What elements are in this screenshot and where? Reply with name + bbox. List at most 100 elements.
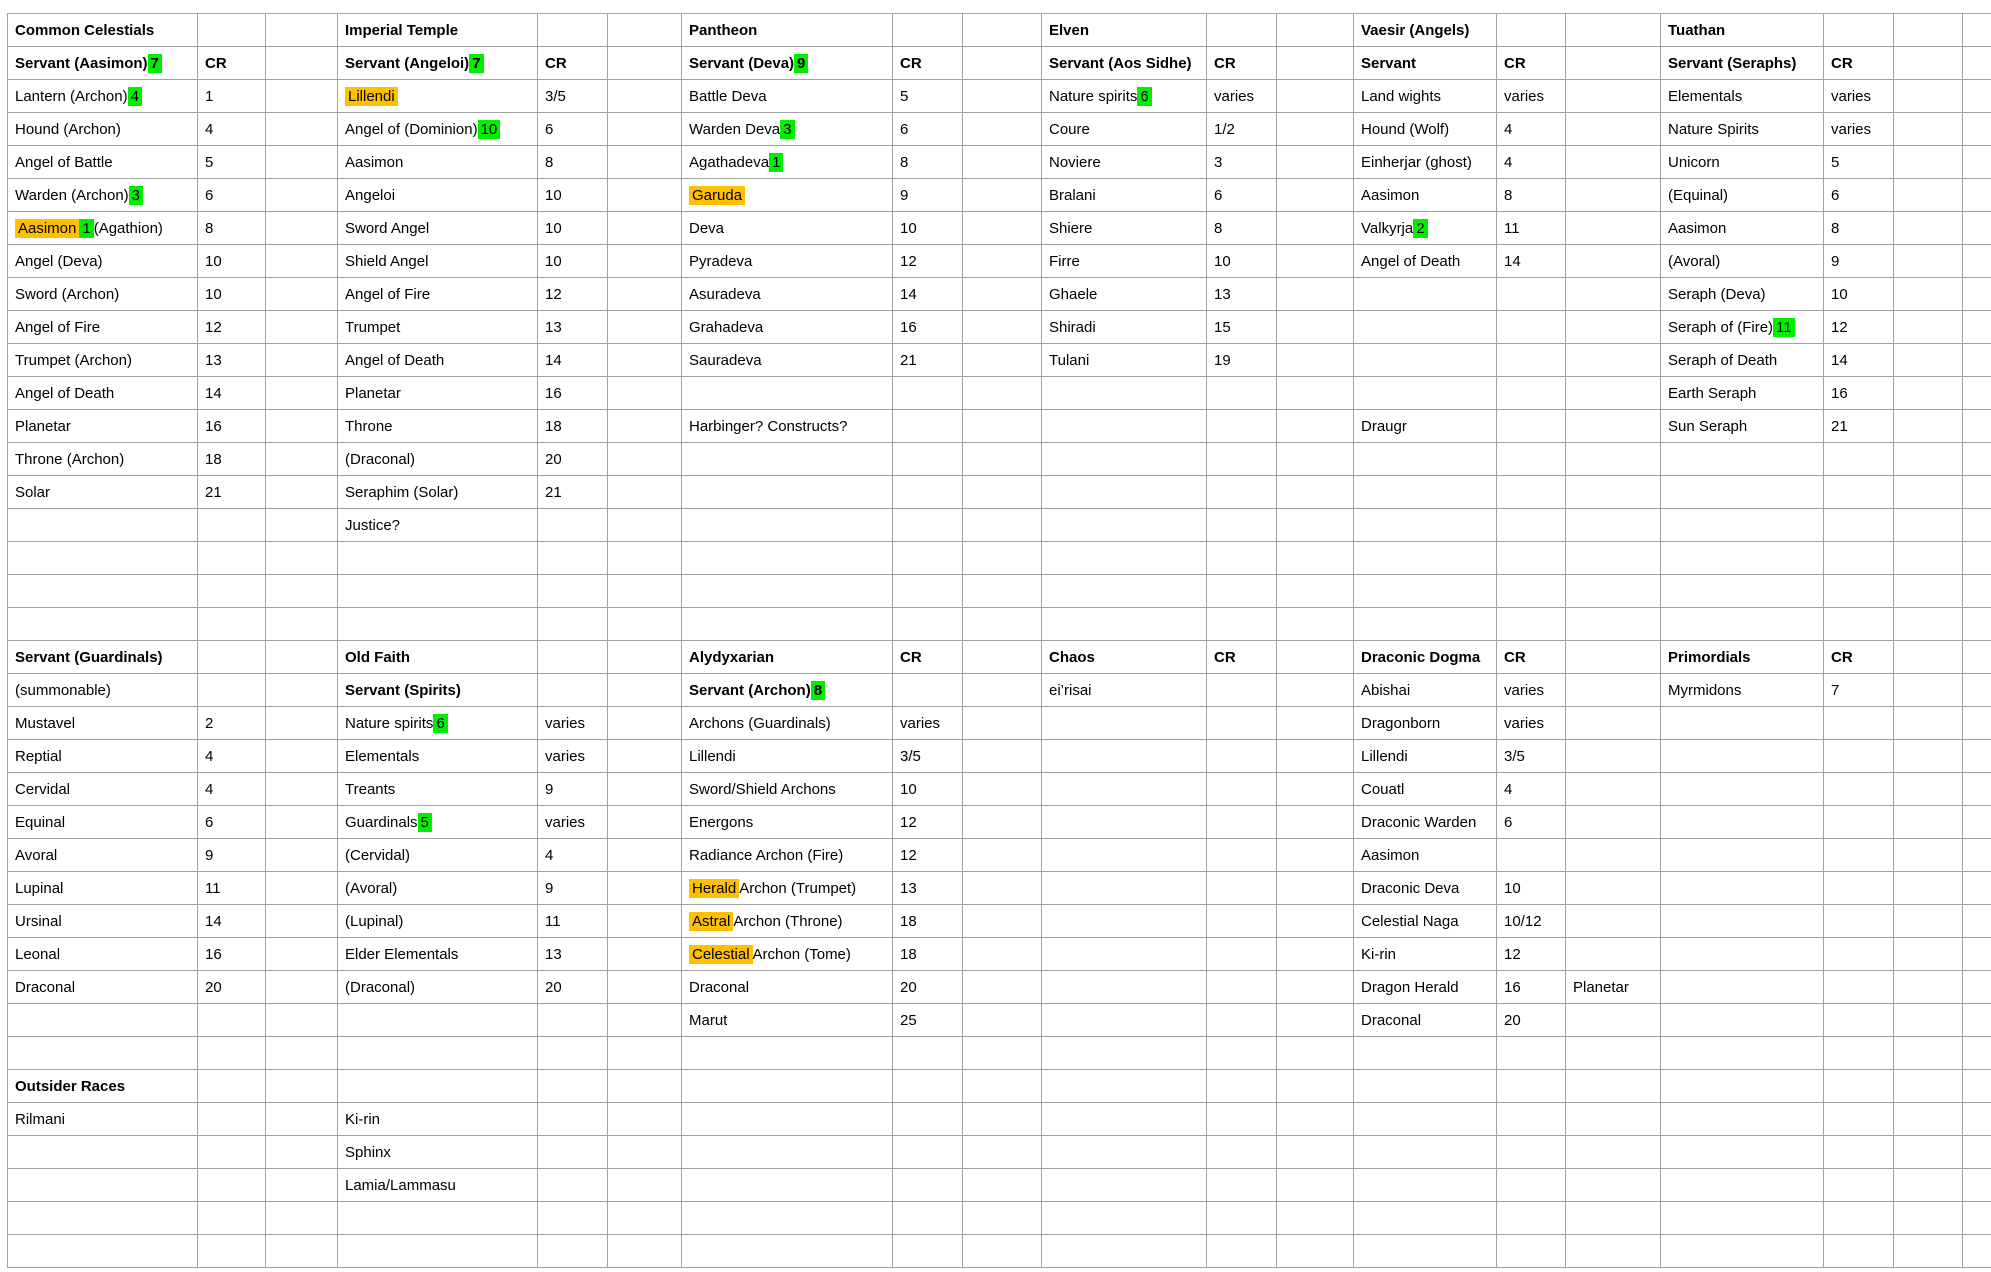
empty-cell[interactable] — [1207, 839, 1277, 872]
cell-cr1-r26[interactable]: 11 — [198, 872, 266, 905]
cell-n3-r12[interactable]: Harbinger? Constructs? — [682, 410, 893, 443]
empty-cell[interactable] — [266, 806, 338, 839]
cell-n5-r0[interactable]: Vaesir (Angels) — [1354, 14, 1497, 47]
cell-cr5-r28[interactable]: 12 — [1497, 938, 1566, 971]
cell-cr5-r5[interactable]: 8 — [1497, 179, 1566, 212]
cell-cr1-r21[interactable]: 2 — [198, 707, 266, 740]
empty-cell[interactable] — [1963, 410, 1991, 443]
empty-cell[interactable] — [1277, 410, 1354, 443]
cell-n1-r24[interactable]: Equinal — [8, 806, 198, 839]
empty-cell[interactable] — [1963, 674, 1991, 707]
empty-cell[interactable] — [963, 839, 1042, 872]
empty-cell[interactable] — [1894, 146, 1963, 179]
cell-n4-r1[interactable]: Servant (Aos Sidhe) — [1042, 47, 1207, 80]
empty-cell[interactable] — [1277, 1070, 1354, 1103]
empty-cell[interactable] — [1354, 509, 1497, 542]
cell-cr1-r3[interactable]: 4 — [198, 113, 266, 146]
empty-cell[interactable] — [338, 1004, 538, 1037]
empty-cell[interactable] — [893, 1070, 963, 1103]
cell-cr3-r1[interactable]: CR — [893, 47, 963, 80]
cell-cr5-r19[interactable]: CR — [1497, 641, 1566, 674]
empty-cell[interactable] — [1277, 773, 1354, 806]
empty-cell[interactable] — [1566, 146, 1661, 179]
empty-cell[interactable] — [963, 113, 1042, 146]
cell-n1-r20[interactable]: (summonable) — [8, 674, 198, 707]
empty-cell[interactable] — [1277, 212, 1354, 245]
cell-n4-r8[interactable]: Ghaele — [1042, 278, 1207, 311]
empty-cell[interactable] — [266, 872, 338, 905]
empty-cell[interactable] — [1894, 839, 1963, 872]
empty-cell[interactable] — [338, 1202, 538, 1235]
empty-cell[interactable] — [198, 1103, 266, 1136]
cell-cr5-r2[interactable]: varies — [1497, 80, 1566, 113]
cell-n1-r1[interactable]: Servant (Aasimon) 7 — [8, 47, 198, 80]
empty-cell[interactable] — [608, 278, 682, 311]
empty-cell[interactable] — [1566, 377, 1661, 410]
empty-cell[interactable] — [266, 1136, 338, 1169]
cell-n6-r10[interactable]: Seraph of Death — [1661, 344, 1824, 377]
empty-cell[interactable] — [1354, 1070, 1497, 1103]
empty-cell[interactable] — [963, 740, 1042, 773]
empty-cell[interactable] — [1566, 47, 1661, 80]
empty-cell[interactable] — [963, 410, 1042, 443]
empty-cell[interactable] — [1042, 1070, 1207, 1103]
empty-cell[interactable] — [1824, 839, 1894, 872]
cell-cr3-r28[interactable]: 18 — [893, 938, 963, 971]
cell-cr2-r26[interactable]: 9 — [538, 872, 608, 905]
empty-cell[interactable] — [1566, 113, 1661, 146]
empty-cell[interactable] — [893, 575, 963, 608]
cell-cr3-r26[interactable]: 13 — [893, 872, 963, 905]
empty-cell[interactable] — [1277, 971, 1354, 1004]
empty-cell[interactable] — [198, 1235, 266, 1268]
cell-n1-r26[interactable]: Lupinal — [8, 872, 198, 905]
empty-cell[interactable] — [1207, 14, 1277, 47]
empty-cell[interactable] — [1894, 179, 1963, 212]
empty-cell[interactable] — [893, 476, 963, 509]
cell-cr3-r6[interactable]: 10 — [893, 212, 963, 245]
empty-cell[interactable] — [1042, 542, 1207, 575]
empty-cell[interactable] — [963, 1202, 1042, 1235]
empty-cell[interactable] — [1354, 377, 1497, 410]
empty-cell[interactable] — [1566, 212, 1661, 245]
empty-cell[interactable] — [608, 674, 682, 707]
empty-cell[interactable] — [608, 410, 682, 443]
cell-n1-r4[interactable]: Angel of Battle — [8, 146, 198, 179]
empty-cell[interactable] — [8, 1202, 198, 1235]
cell-cr6-r1[interactable]: CR — [1824, 47, 1894, 80]
empty-cell[interactable] — [1661, 806, 1824, 839]
empty-cell[interactable] — [608, 80, 682, 113]
cell-cr2-r8[interactable]: 12 — [538, 278, 608, 311]
cell-cr4-r10[interactable]: 19 — [1207, 344, 1277, 377]
empty-cell[interactable] — [608, 344, 682, 377]
empty-cell[interactable] — [1354, 542, 1497, 575]
empty-cell[interactable] — [1497, 1103, 1566, 1136]
empty-cell[interactable] — [1277, 443, 1354, 476]
cell-n3-r2[interactable]: Battle Deva — [682, 80, 893, 113]
cell-n6-r3[interactable]: Nature Spirits — [1661, 113, 1824, 146]
empty-cell[interactable] — [893, 1136, 963, 1169]
cell-n4-r3[interactable]: Coure — [1042, 113, 1207, 146]
empty-cell[interactable] — [266, 278, 338, 311]
empty-cell[interactable] — [1354, 1103, 1497, 1136]
empty-cell[interactable] — [963, 212, 1042, 245]
empty-cell[interactable] — [963, 542, 1042, 575]
empty-cell[interactable] — [1661, 1037, 1824, 1070]
empty-cell[interactable] — [1894, 1037, 1963, 1070]
empty-cell[interactable] — [1661, 1202, 1824, 1235]
empty-cell[interactable] — [1824, 1103, 1894, 1136]
empty-cell[interactable] — [266, 1169, 338, 1202]
empty-cell[interactable] — [1963, 245, 1991, 278]
cell-cr2-r7[interactable]: 10 — [538, 245, 608, 278]
cell-n2-r34[interactable]: Sphinx — [338, 1136, 538, 1169]
empty-cell[interactable] — [682, 377, 893, 410]
empty-cell[interactable] — [608, 542, 682, 575]
cell-n2-r15[interactable]: Justice? — [338, 509, 538, 542]
cell-n1-r8[interactable]: Sword (Archon) — [8, 278, 198, 311]
empty-cell[interactable] — [1497, 839, 1566, 872]
empty-cell[interactable] — [1566, 641, 1661, 674]
cell-n2-r22[interactable]: Elementals — [338, 740, 538, 773]
cell-cr2-r6[interactable]: 10 — [538, 212, 608, 245]
empty-cell[interactable] — [1277, 938, 1354, 971]
empty-cell[interactable] — [608, 773, 682, 806]
cell-n1-r5[interactable]: Warden (Archon) 3 — [8, 179, 198, 212]
